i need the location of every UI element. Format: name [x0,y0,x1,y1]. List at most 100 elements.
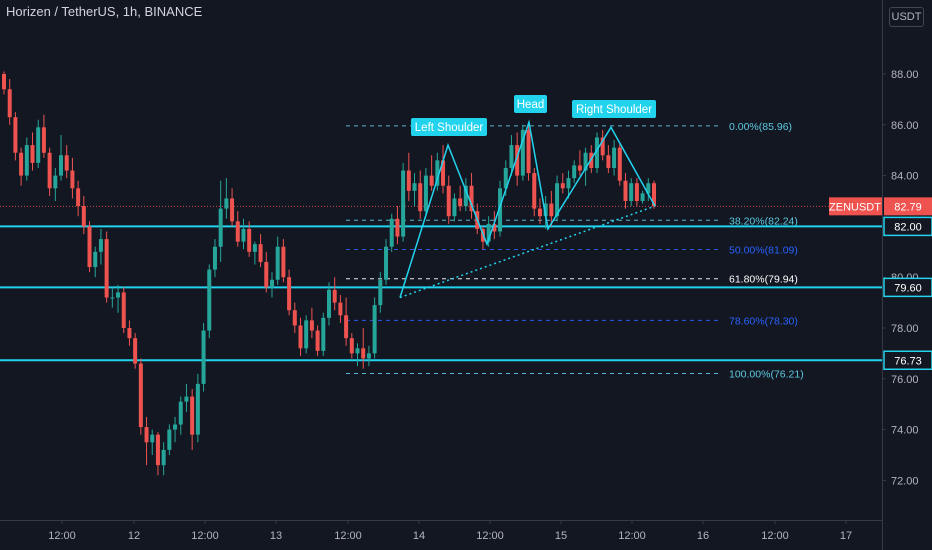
candle-body [560,183,565,189]
chart-title: Horizen / TetherUS, 1h, BINANCE [6,4,203,19]
annotation-bubble [514,95,547,113]
candle-body [600,137,605,156]
candle-body [7,89,12,118]
candle-body [70,170,75,189]
time-tick-label: 12:00 [476,530,504,542]
candle-body [321,317,326,351]
candle-body [247,228,252,252]
candle-body [252,244,257,252]
level-price-badge [883,350,932,371]
currency-button[interactable]: USDT [889,7,924,27]
level-price-badge [883,216,932,237]
fib-level-label: 50.00%(81.09) [729,245,798,257]
time-tick-label: 13 [270,530,282,542]
candle-body [309,320,314,331]
time-tick-label: 12:00 [334,530,362,542]
candle-body [150,434,155,443]
time-tick-label: 16 [697,530,709,542]
candle-body [161,449,166,466]
time-tick-label: 12:00 [761,530,789,542]
candle-body [594,137,599,168]
pattern-zigzag-line [399,119,656,298]
head-and-shoulders-pattern: Left Shoulder Head Right Shoulder [399,95,656,299]
candle-body [332,289,337,303]
candle-body [212,246,217,270]
candle-body [646,183,651,194]
candle-body [555,183,560,217]
candle-body [13,117,18,153]
level-price-label: 76.73 [894,355,922,367]
candle-body [441,160,446,186]
fib-level-label: 0.00%(85.96) [729,121,792,133]
time-tick-label: 12 [128,530,140,542]
candle-body [121,292,126,328]
candle-body [406,170,411,191]
candle-body [304,320,309,349]
candle-body [116,292,121,298]
candle-body [178,401,183,425]
annotation-bubble [411,118,487,136]
candle-body [184,396,189,402]
candle-body [355,348,360,354]
fib-level-label: 78.60%(78.30) [729,315,798,327]
price-tick-label: 76.00 [891,374,919,386]
candle-body [2,74,6,90]
candle-body [218,208,223,247]
candle-body [366,353,371,359]
candle-body [155,434,160,466]
candle-body [264,261,269,288]
symbol-label: ZENUSDT [829,201,881,213]
candle-body [469,185,474,212]
annotation-label: Right Shoulder [576,104,652,116]
level-price-badge [883,277,932,298]
candle-body [258,244,263,262]
candle-body [241,228,246,242]
last-price-badge [884,197,932,216]
candle-body [47,152,52,189]
candle-body [76,188,81,207]
candle-body [423,175,428,212]
candle-body [452,198,457,217]
candle-body [566,178,571,189]
candle-body [281,246,286,278]
candle-body [532,173,537,209]
candle-body [577,165,582,171]
candle-body [634,183,639,201]
candle-body [612,147,617,168]
candle-body [492,223,497,232]
candle-body [230,198,235,222]
last-price-label: 82.79 [894,201,922,213]
candle-body [446,185,451,217]
candle-body [498,188,503,232]
annotation-label: Head [517,99,545,111]
candle-body [298,325,303,349]
level-price-label: 82.00 [894,221,922,233]
candle-body [515,145,520,176]
candle-body [275,246,280,280]
candle-body [384,246,389,280]
candle-body [617,147,622,181]
candle-body [138,363,143,428]
candle-body [412,183,417,191]
candle-body [537,208,542,217]
time-tick-label: 12:00 [618,530,646,542]
candle-body [36,127,41,163]
candle-body [549,203,554,217]
candle-body [640,193,645,201]
time-tick-label: 12:00 [191,530,219,542]
candle-body [53,175,58,189]
candle-body [344,315,349,339]
candle-body [201,330,206,384]
candle-body [463,185,468,207]
candle-body [127,328,132,339]
candle-body [64,155,69,171]
candle-body [110,297,115,299]
candle-body [429,175,434,186]
time-tick-label: 17 [840,530,852,542]
price-tick-label: 86.00 [891,120,919,132]
candle-body [458,198,463,207]
candle-body [133,338,138,364]
